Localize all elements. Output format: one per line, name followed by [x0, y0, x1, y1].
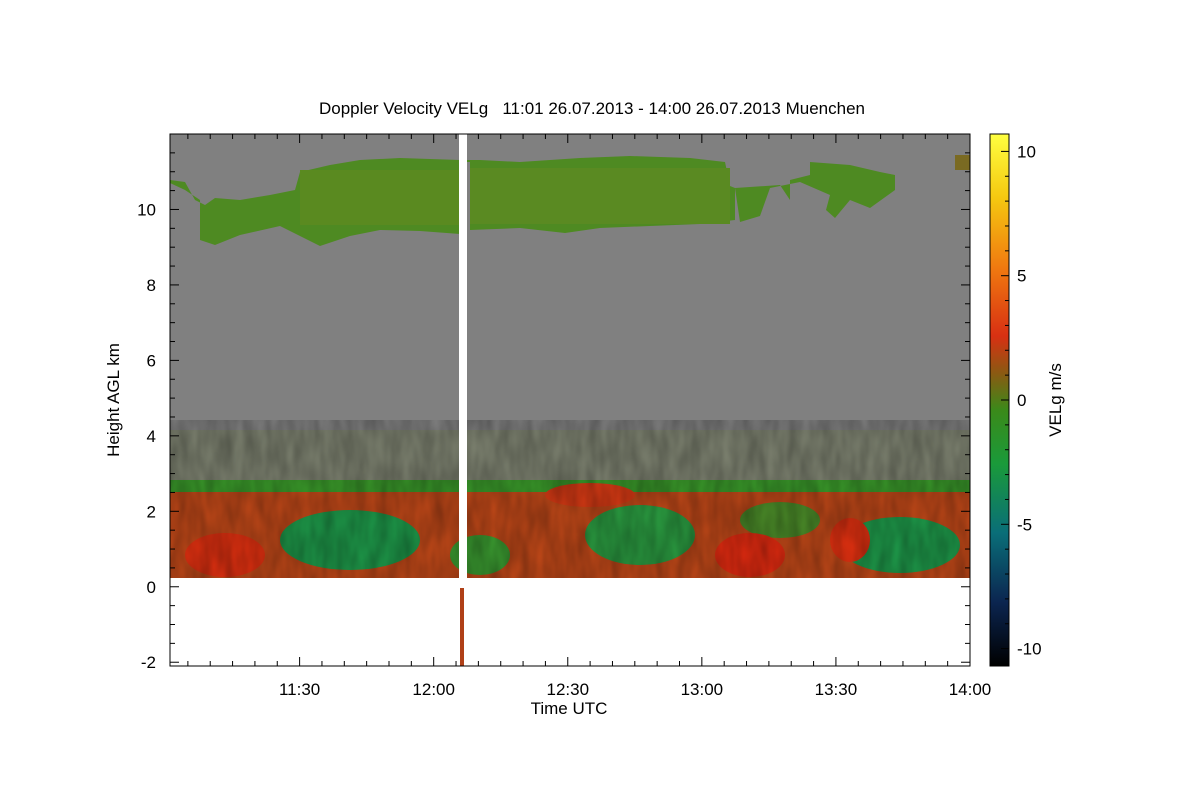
texture-overlay	[170, 420, 970, 580]
y-tick-label: 8	[147, 276, 156, 295]
x-tick-label: 12:30	[546, 680, 589, 699]
plot-area	[170, 134, 970, 666]
y-tick-label: 2	[147, 502, 156, 521]
x-tick-label: 12:00	[412, 680, 455, 699]
x-axis-label: Time UTC	[531, 699, 608, 718]
plot-frame	[169, 133, 971, 667]
colorbar-tick-label: 10	[1017, 142, 1036, 161]
y-tick-label: 4	[147, 427, 156, 446]
y-tick-label: 6	[147, 351, 156, 370]
y-axis-label: Height AGL km	[104, 343, 123, 457]
x-tick-label: 13:30	[815, 680, 858, 699]
data-gap	[459, 134, 467, 578]
y-tick-label: 0	[147, 578, 156, 597]
cirrus-core	[470, 168, 730, 224]
y-axis: -2 0 2 4 6 8 10	[137, 152, 970, 672]
y-tick-label: 10	[137, 200, 156, 219]
chart-title: Doppler Velocity VELg 11:01 26.07.2013 -…	[319, 99, 865, 118]
y-tick-label: -2	[141, 653, 156, 672]
cirrus-core	[300, 170, 460, 225]
x-tick-label: 11:30	[279, 680, 320, 699]
colorbar-tick-label: -5	[1017, 515, 1032, 534]
colorbar-label: VELg m/s	[1046, 363, 1065, 437]
gap-artifact	[460, 588, 464, 666]
x-tick-label: 13:00	[681, 680, 724, 699]
cirrus-patch	[955, 155, 970, 170]
x-axis: 11:30 12:00 12:30 13:00 13:30 14:00	[187, 134, 992, 699]
x-tick-label: 14:00	[949, 680, 992, 699]
colorbar-tick-label: 0	[1017, 391, 1026, 410]
no-data-region	[170, 578, 970, 666]
colorbar-axis: 10 5 0 -5 -10	[1001, 142, 1042, 659]
colorbar-tick-label: -10	[1017, 640, 1042, 659]
colorbar-tick-label: 5	[1017, 267, 1026, 286]
